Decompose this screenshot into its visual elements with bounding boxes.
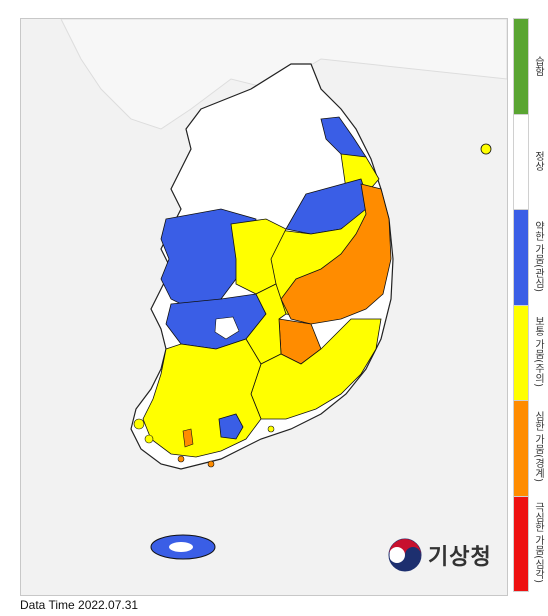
legend-label-text: 극심한 가뭄(심각) xyxy=(532,501,544,583)
legend-label-severe-drought: 심한 가뭄(경계) xyxy=(530,399,546,494)
legend-label-text: 약한 가뭄(관심) xyxy=(532,220,544,292)
island-south-3 xyxy=(177,455,185,463)
legend-swatch-extreme-drought xyxy=(514,495,528,591)
legend-label-text: 습함 xyxy=(532,55,544,76)
legend-label-normal: 정상 xyxy=(530,113,546,208)
legend-color-bar xyxy=(513,18,529,592)
kma-logo: 기상청 xyxy=(388,538,492,572)
legend-label-moderate-drought: 보통 가뭄(주의) xyxy=(530,304,546,399)
island-south-1 xyxy=(133,418,145,430)
legend-label-text: 보통 가뭄(주의) xyxy=(532,316,544,388)
island-ulleung xyxy=(480,143,492,155)
legend-label-extreme-drought: 극심한 가뭄(심각) xyxy=(530,495,546,590)
region-jeju-center xyxy=(169,542,193,552)
legend-label-wet: 습함 xyxy=(530,18,546,113)
drought-map xyxy=(20,18,508,596)
agency-logo-text: 기상청 xyxy=(428,545,492,570)
data-time-label: Data Time 2022.07.31 xyxy=(20,598,139,612)
legend-swatch-moderate-drought xyxy=(514,304,528,400)
legend-label-text: 심한 가뭄(경계) xyxy=(532,411,544,483)
legend-label-weak-drought: 약한 가뭄(관심) xyxy=(530,209,546,304)
island-south-2 xyxy=(144,434,154,444)
taegeuk-logo-icon xyxy=(388,538,422,572)
map-canvas xyxy=(60,19,507,560)
region-jeonnam-south-coast xyxy=(218,413,244,440)
island-south-5 xyxy=(267,425,275,433)
legend-swatch-weak-drought xyxy=(514,209,528,305)
region-gyeongnam xyxy=(250,318,382,420)
region-jeonbuk-normal-patch xyxy=(214,316,240,340)
region-gyeongbuk-central xyxy=(280,183,392,325)
region-south-coast-orange xyxy=(182,428,194,448)
legend-swatch-wet xyxy=(514,19,528,114)
legend-swatch-severe-drought xyxy=(514,400,528,496)
region-jeonnam xyxy=(142,338,262,458)
island-south-4 xyxy=(207,460,215,468)
legend-label-text: 정상 xyxy=(532,150,544,171)
legend-swatch-normal xyxy=(514,113,528,209)
